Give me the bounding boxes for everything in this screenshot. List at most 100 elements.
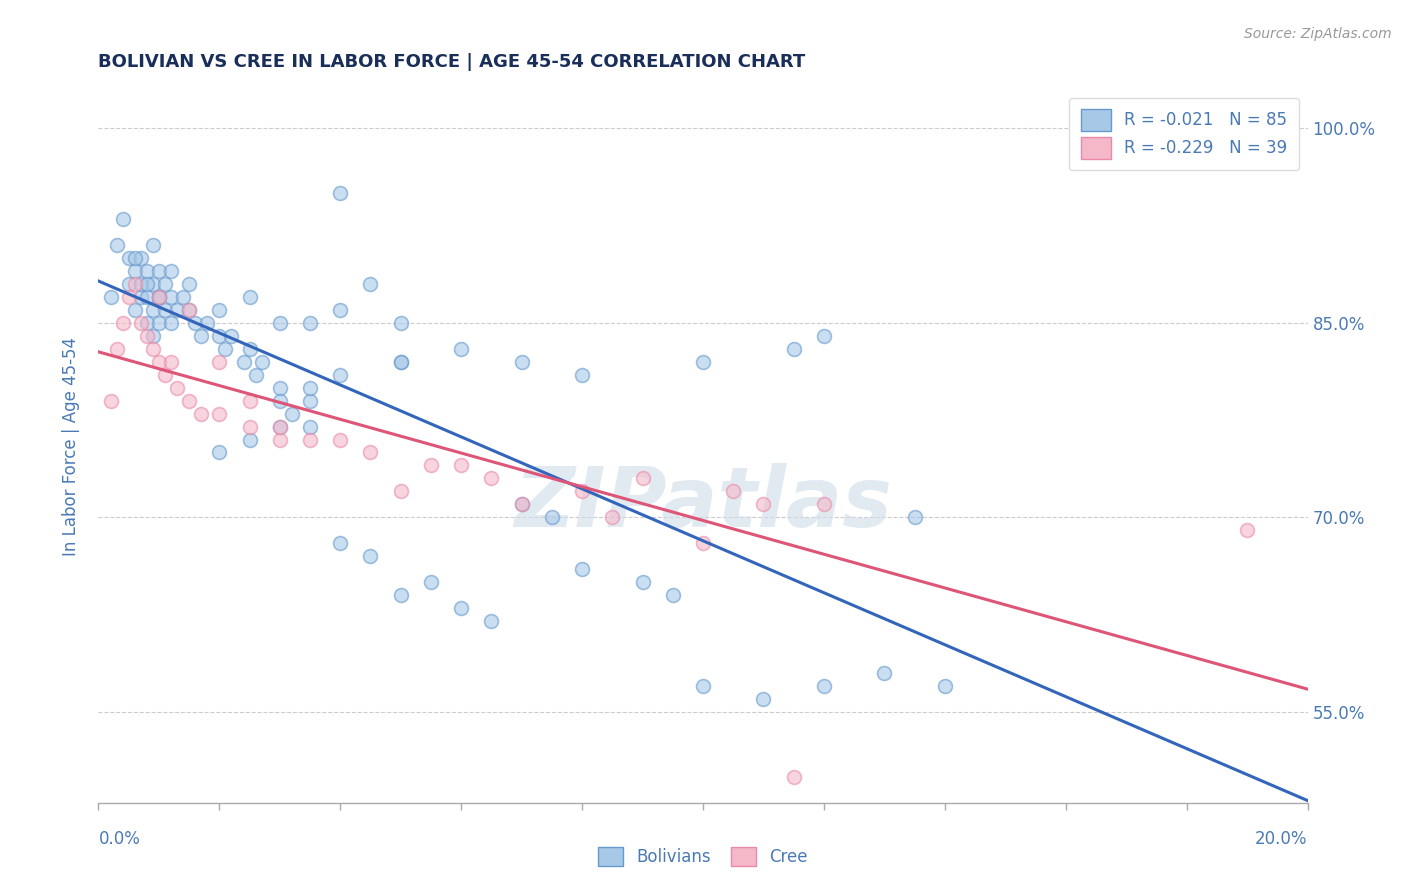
Point [239, 290, 262, 304]
Point [510, 497, 533, 511]
Point [299, 419, 322, 434]
Point [100, 393, 122, 408]
Point [420, 575, 443, 590]
Point [360, 277, 382, 291]
Text: Source: ZipAtlas.com: Source: ZipAtlas.com [1244, 27, 1392, 41]
Point [208, 407, 231, 421]
Point [184, 316, 207, 330]
Point [602, 510, 624, 524]
Text: ZIPatlas: ZIPatlas [515, 463, 891, 543]
Point [124, 302, 146, 317]
Point [166, 381, 188, 395]
Point [148, 354, 170, 368]
Point [160, 316, 183, 330]
Point [783, 770, 806, 784]
Point [631, 575, 654, 590]
Point [329, 186, 352, 200]
Point [135, 277, 157, 291]
Point [179, 302, 201, 317]
Point [692, 679, 714, 693]
Point [208, 445, 231, 459]
Point [142, 328, 165, 343]
Legend: R = -0.021   N = 85, R = -0.229   N = 39: R = -0.021 N = 85, R = -0.229 N = 39 [1070, 97, 1299, 170]
Point [1236, 524, 1258, 538]
Point [481, 614, 503, 628]
Point [813, 679, 835, 693]
Point [389, 354, 412, 368]
Point [148, 264, 170, 278]
Point [692, 354, 714, 368]
Point [148, 316, 170, 330]
Point [269, 419, 291, 434]
Point [510, 497, 533, 511]
Point [481, 471, 503, 485]
Point [239, 393, 262, 408]
Point [100, 290, 122, 304]
Point [118, 290, 141, 304]
Point [153, 302, 176, 317]
Point [190, 407, 212, 421]
Point [571, 562, 593, 576]
Text: 20.0%: 20.0% [1256, 830, 1308, 847]
Point [269, 393, 291, 408]
Point [179, 393, 201, 408]
Point [269, 419, 291, 434]
Point [389, 316, 412, 330]
Point [129, 316, 152, 330]
Point [329, 433, 352, 447]
Point [450, 601, 472, 615]
Point [160, 354, 183, 368]
Point [389, 588, 412, 602]
Point [208, 328, 231, 343]
Point [179, 302, 201, 317]
Point [245, 368, 267, 382]
Point [329, 536, 352, 550]
Point [142, 277, 165, 291]
Point [135, 290, 157, 304]
Point [450, 458, 472, 473]
Point [124, 264, 146, 278]
Point [299, 316, 322, 330]
Point [299, 393, 322, 408]
Point [135, 264, 157, 278]
Point [148, 290, 170, 304]
Point [540, 510, 562, 524]
Point [239, 433, 262, 447]
Point [873, 666, 896, 681]
Legend: Bolivians, Cree: Bolivians, Cree [589, 838, 817, 875]
Point [269, 381, 291, 395]
Point [195, 316, 218, 330]
Point [160, 290, 183, 304]
Point [631, 471, 654, 485]
Point [208, 302, 231, 317]
Point [111, 316, 134, 330]
Point [389, 354, 412, 368]
Y-axis label: In Labor Force | Age 45-54: In Labor Force | Age 45-54 [62, 336, 80, 556]
Point [153, 368, 176, 382]
Point [329, 302, 352, 317]
Point [232, 354, 254, 368]
Point [269, 433, 291, 447]
Point [299, 433, 322, 447]
Point [783, 342, 806, 356]
Text: BOLIVIAN VS CREE IN LABOR FORCE | AGE 45-54 CORRELATION CHART: BOLIVIAN VS CREE IN LABOR FORCE | AGE 45… [98, 54, 806, 71]
Point [166, 302, 188, 317]
Point [661, 588, 683, 602]
Point [239, 342, 262, 356]
Point [129, 277, 152, 291]
Point [813, 497, 835, 511]
Point [105, 342, 128, 356]
Point [239, 419, 262, 434]
Point [135, 316, 157, 330]
Point [148, 290, 170, 304]
Point [329, 368, 352, 382]
Point [124, 277, 146, 291]
Point [118, 277, 141, 291]
Point [208, 354, 231, 368]
Text: 0.0%: 0.0% [98, 830, 141, 847]
Point [752, 692, 775, 706]
Point [179, 277, 201, 291]
Point [142, 342, 165, 356]
Point [571, 368, 593, 382]
Point [172, 290, 194, 304]
